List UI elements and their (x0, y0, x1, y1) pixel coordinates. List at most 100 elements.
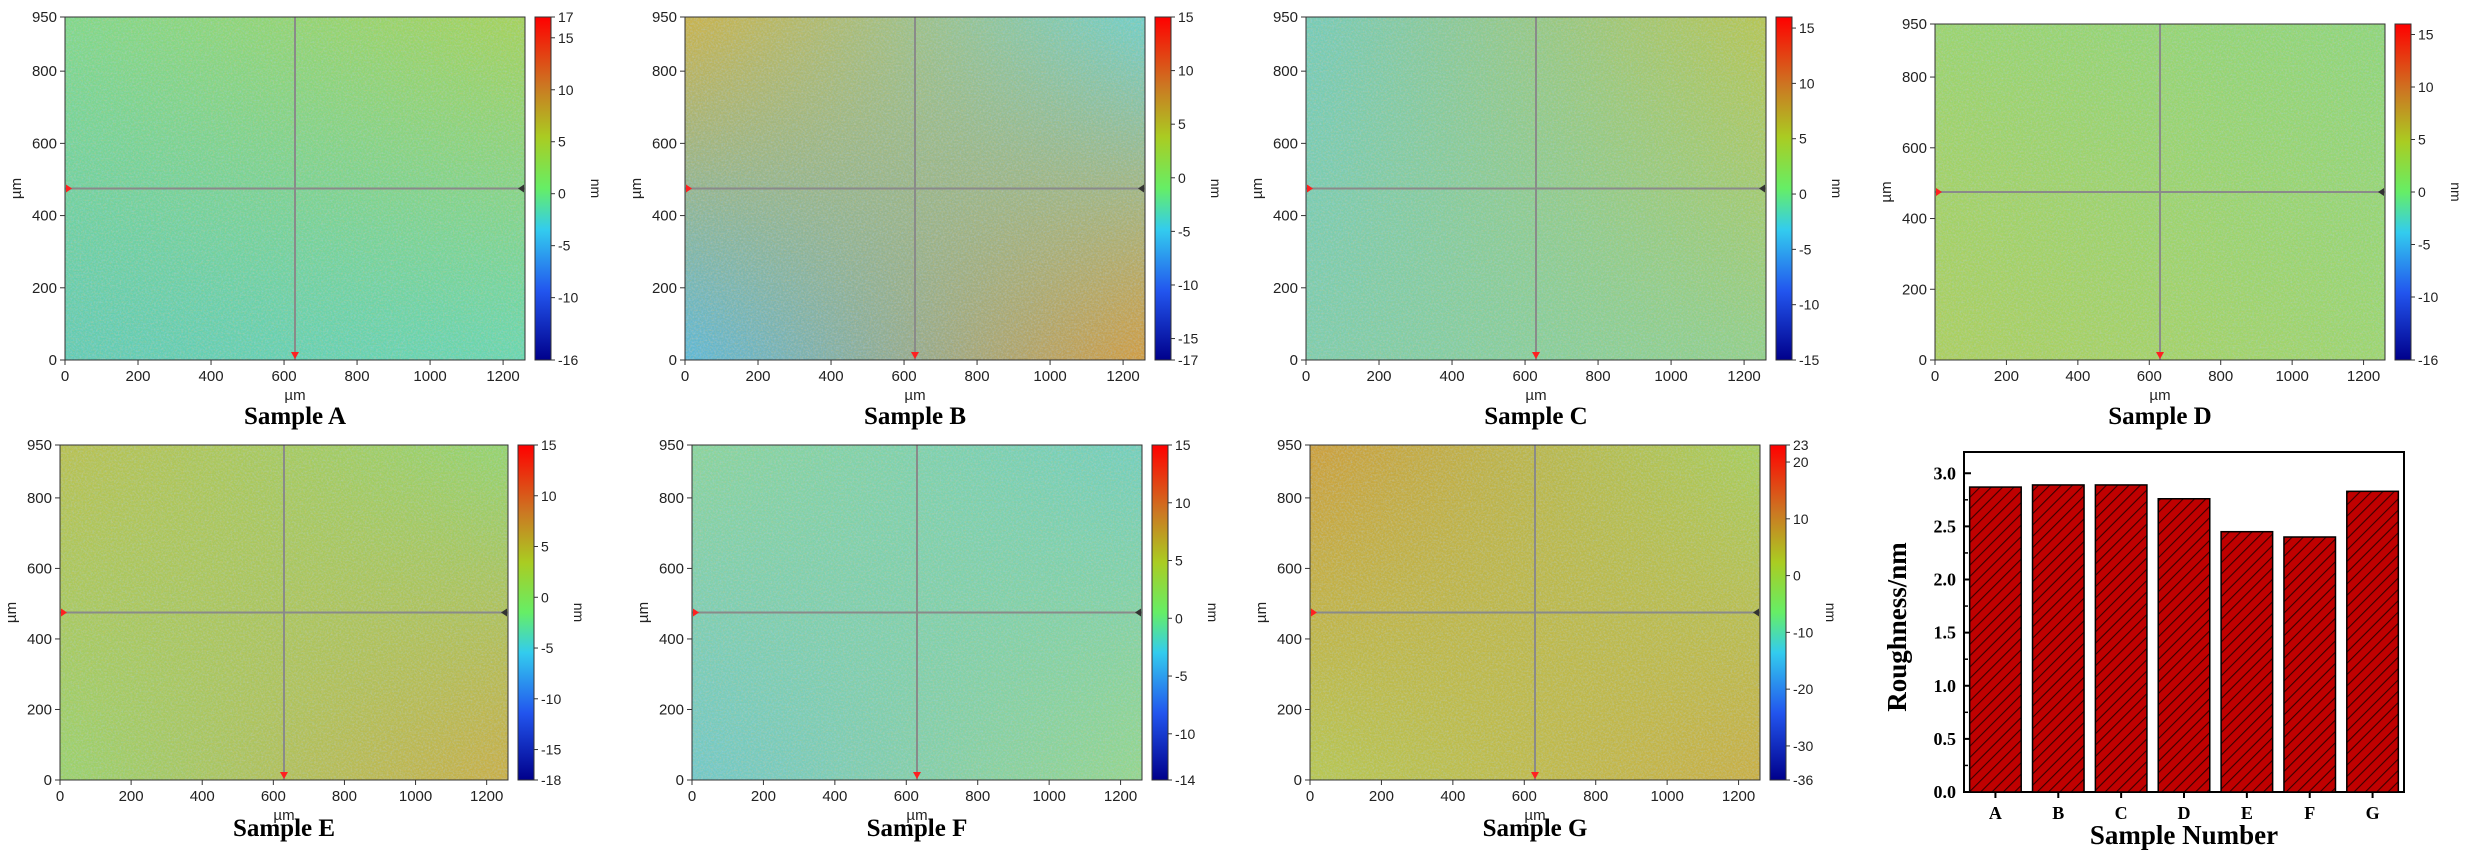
y-tick-label: 0 (49, 352, 57, 369)
x-tick-label: 1200 (1104, 788, 1137, 805)
crosshair-marker-right (1759, 184, 1765, 193)
x-tick-label: 0 (56, 788, 64, 805)
colorbar (1154, 16, 1172, 361)
colorbar-tick-label: -5 (1175, 668, 1188, 684)
colorbar-tick-label: 17 (558, 9, 574, 25)
colorbar-tick-label: -10 (1799, 297, 1819, 313)
crosshair-marker-left (1936, 188, 1942, 196)
bar-y-tick-label: 0.0 (1934, 782, 1957, 802)
x-tick-label: 0 (1931, 368, 1939, 385)
x-tick-label: 200 (1367, 368, 1392, 385)
colorbar-tick-label: -10 (1178, 277, 1198, 293)
x-tick-label: 1200 (1106, 368, 1139, 385)
x-axis-label: µm (284, 387, 305, 404)
y-axis-label: µm (1253, 602, 1270, 623)
colorbar-tick-label: 20 (1793, 454, 1809, 470)
x-tick-label: 800 (2208, 368, 2233, 385)
x-tick-label: 200 (746, 368, 771, 385)
crosshair-marker-left (1307, 184, 1313, 193)
colorbar (1775, 16, 1793, 361)
heatmap-frame (1309, 444, 1761, 781)
crosshair-marker-right (518, 184, 524, 193)
bar-c (2094, 484, 2148, 793)
y-tick-label: 600 (652, 135, 677, 152)
crosshair-marker-bottom (291, 352, 299, 359)
colorbar-unit-label: nm (1823, 603, 1839, 622)
colorbar-tick-label: 15 (1178, 9, 1194, 25)
y-tick-label: 200 (652, 280, 677, 297)
crosshair-marker-left (686, 184, 692, 193)
heatmap-panel-b: 0 200 400 600 800 1000 1200 µm 0 200 400 600 800 950 µ… (628, 9, 1224, 430)
colorbar-unit-label: nm (588, 179, 604, 198)
y-tick-label: 800 (1902, 69, 1927, 86)
x-tick-label: 0 (1302, 368, 1310, 385)
x-tick-label: 600 (1513, 368, 1538, 385)
x-axis-label: µm (904, 387, 925, 404)
colorbar-tick-label: 10 (558, 82, 574, 98)
y-tick-label: 600 (1273, 135, 1298, 152)
x-tick-label: 0 (688, 788, 696, 805)
bar-e (2220, 530, 2274, 793)
x-tick-label: 1200 (470, 788, 503, 805)
panel-title: Sample A (244, 403, 346, 430)
x-tick-label: 200 (1994, 368, 2019, 385)
heatmap-frame (1305, 16, 1767, 361)
bar-y-tick-label: 3.0 (1934, 463, 1957, 483)
x-tick-label: 600 (1512, 788, 1537, 805)
x-tick-label: 400 (190, 788, 215, 805)
colorbar-tick-label: 15 (558, 30, 574, 46)
x-tick-label: 200 (751, 788, 776, 805)
colorbar-tick-label: -18 (541, 772, 561, 788)
y-tick-label: 800 (32, 63, 57, 80)
colorbar-tick-label: -14 (1175, 772, 1195, 788)
y-tick-label: 950 (652, 9, 677, 26)
y-tick-label: 400 (27, 631, 52, 648)
bar-a (1968, 486, 2022, 793)
x-tick-label: 1000 (413, 368, 446, 385)
y-axis-label: µm (1249, 178, 1266, 199)
heatmap-frame (684, 16, 1146, 361)
bar-g (2346, 490, 2400, 793)
colorbar-tick-label: 15 (1175, 437, 1191, 453)
crosshair-marker-right (1135, 608, 1141, 617)
x-axis-label: µm (906, 807, 927, 824)
x-tick-label: 600 (261, 788, 286, 805)
x-tick-label: 800 (1583, 788, 1608, 805)
colorbar-tick-label: 15 (541, 437, 557, 453)
y-tick-label: 600 (1277, 560, 1302, 577)
colorbar-tick-label: -10 (558, 290, 578, 306)
colorbar-tick-label: -10 (541, 691, 561, 707)
y-tick-label: 400 (32, 208, 57, 225)
heatmap-frame (64, 16, 526, 361)
x-tick-label: 0 (61, 368, 69, 385)
colorbar-tick-label: 10 (1175, 495, 1191, 511)
colorbar-tick-label: 0 (1799, 186, 1807, 202)
crosshair-marker-right (2378, 188, 2384, 196)
crosshair-marker-bottom (911, 352, 919, 359)
x-tick-label: 400 (1440, 368, 1465, 385)
y-tick-label: 200 (32, 280, 57, 297)
bar-x-axis-label: Sample Number (2090, 820, 2278, 850)
y-tick-label: 0 (44, 772, 52, 789)
crosshair-marker-right (501, 608, 507, 617)
x-tick-label: 600 (892, 368, 917, 385)
colorbar-tick-label: 15 (1799, 20, 1815, 36)
y-tick-label: 800 (659, 490, 684, 507)
y-tick-label: 0 (669, 352, 677, 369)
colorbar-tick-label: -5 (2418, 237, 2431, 253)
x-tick-label: 1000 (1654, 368, 1687, 385)
y-tick-label: 400 (1273, 208, 1298, 225)
colorbar-tick-label: 15 (2418, 27, 2434, 43)
colorbar-tick-label: 5 (541, 539, 549, 555)
bar-x-tick-label: D (2178, 803, 2191, 823)
panel-title: Sample B (864, 403, 966, 430)
colorbar-tick-label: 23 (1793, 437, 1809, 453)
colorbar-tick-label: -15 (1178, 331, 1198, 347)
x-axis-label: µm (1525, 387, 1546, 404)
colorbar-tick-label: -10 (1175, 726, 1195, 742)
colorbar-tick-label: 5 (1799, 131, 1807, 147)
x-tick-label: 800 (965, 788, 990, 805)
heatmaps-layer: 0 200 400 600 800 1000 1200µm0200400600800950µ… (3, 9, 2464, 842)
bar-x-tick-label: A (1989, 803, 2002, 823)
y-tick-label: 400 (1902, 211, 1927, 228)
